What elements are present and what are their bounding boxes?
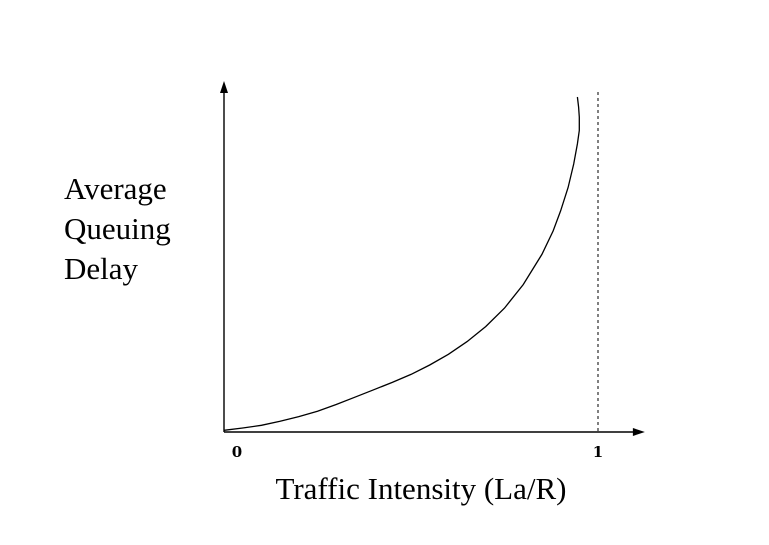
delay-curve [223,96,580,431]
x-tick-label: 0 [232,443,242,461]
y-label-line: Delay [64,251,139,286]
x-axis-label: Traffic Intensity (La/R) [275,471,566,506]
y-axis-arrow [220,81,228,93]
y-axis-label: Average Queuing Delay [64,171,175,286]
x-tick-label: 1 [593,443,603,461]
x-axis-arrow [632,428,645,436]
y-label-line: Average [64,171,167,206]
y-label-line: Queuing [64,211,171,246]
